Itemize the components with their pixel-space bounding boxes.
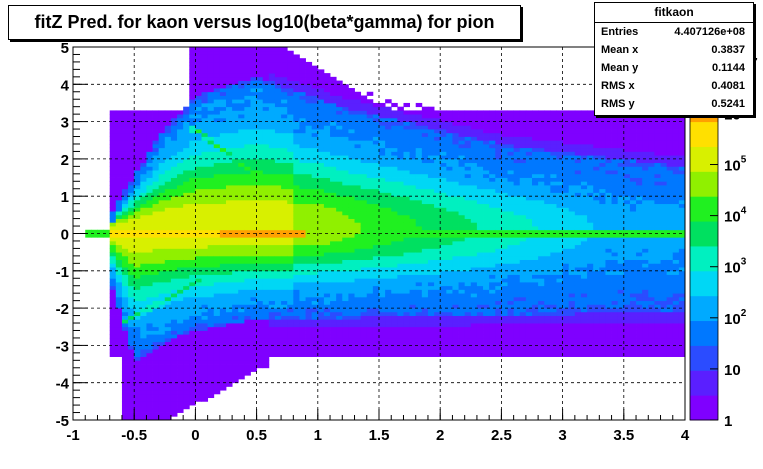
x-axis: -1 -0.5 0 0.5 1 1.5 2 2.5 3 3.5 4 (66, 409, 690, 444)
y-tick-label: -1 (56, 264, 69, 281)
y-tick-label: -2 (56, 301, 69, 318)
x-tick-label: -0.5 (121, 427, 147, 444)
z-tick-label: 104 (724, 206, 747, 226)
y-tick-label: 0 (61, 227, 69, 244)
z-tick-label: 105 (724, 155, 747, 175)
stats-row-entries: Entries 4.407126e+08 (601, 26, 745, 38)
z-tick-label: 102 (724, 308, 747, 328)
y-axis: -5 -4 -3 -2 -1 0 1 2 3 4 5 (56, 40, 88, 430)
chart-title: fitZ Pred. for kaon versus log10(beta*ga… (8, 5, 521, 40)
x-tick-label: 3 (558, 427, 566, 444)
x-tick-label: 1.5 (369, 427, 390, 444)
x-tick-label: 1 (314, 427, 322, 444)
x-tick-label: 0 (191, 427, 199, 444)
stats-row-mean-y: Mean y 0.1144 (601, 62, 745, 74)
x-tick-label: 3.5 (613, 427, 634, 444)
x-tick-label: 0.5 (246, 427, 267, 444)
y-tick-label: 2 (61, 152, 69, 169)
y-tick-label: -3 (56, 338, 69, 355)
y-tick-label: 5 (61, 40, 69, 57)
y-tick-label: -4 (56, 376, 70, 393)
stats-row-rms-x: RMS x 0.4081 (601, 80, 745, 92)
y-tick-label: 4 (61, 77, 70, 94)
y-tick-label: 3 (61, 115, 69, 132)
x-tick-label: 4 (681, 427, 690, 444)
stats-row-rms-y: RMS y 0.5241 (601, 98, 745, 110)
heatmap-cells (85, 47, 686, 421)
x-tick-label: 2 (436, 427, 444, 444)
z-tick-label: 10 (724, 362, 741, 379)
z-tick-label: 1 (724, 413, 732, 430)
stats-name: fitkaon (595, 3, 753, 23)
z-overflow-label: 7 (752, 57, 758, 68)
x-tick-label: -1 (66, 427, 79, 444)
stats-row-mean-x: Mean x 0.3837 (601, 44, 745, 56)
x-tick-label: 2.5 (491, 427, 512, 444)
stats-box: fitkaon Entries 4.407126e+08 Mean x 0.3837… (594, 2, 754, 116)
z-tick-label: 103 (724, 257, 747, 277)
y-tick-label: 1 (61, 189, 69, 206)
y-tick-label: -5 (56, 413, 69, 430)
